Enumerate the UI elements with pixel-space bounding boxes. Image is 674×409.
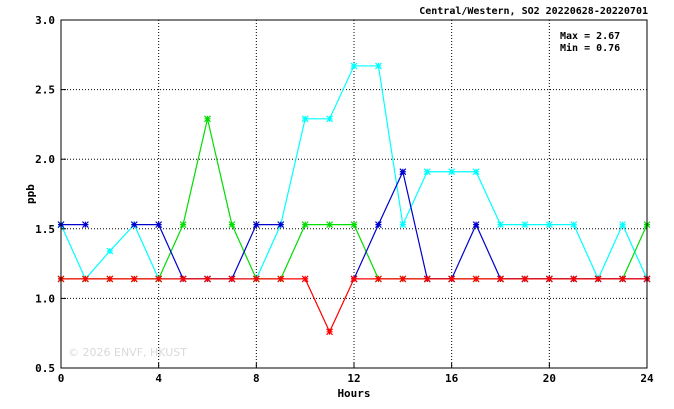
data-point	[277, 221, 285, 229]
data-point	[619, 221, 627, 229]
grid-lines	[61, 20, 647, 368]
data-point	[472, 168, 480, 176]
data-point	[81, 221, 89, 229]
data-point	[106, 275, 114, 283]
data-point	[374, 62, 382, 70]
data-point	[448, 168, 456, 176]
data-point	[228, 221, 236, 229]
data-point	[81, 275, 89, 283]
data-point	[472, 275, 480, 283]
data-point	[130, 275, 138, 283]
data-point	[204, 115, 211, 123]
data-point	[204, 275, 211, 283]
data-point	[301, 115, 309, 123]
x-tick-label: 20	[543, 372, 556, 385]
data-point	[497, 221, 504, 229]
data-point	[423, 168, 431, 176]
data-point	[497, 275, 504, 283]
data-point	[399, 221, 407, 229]
data-point	[399, 275, 407, 283]
data-point	[570, 275, 578, 283]
data-point	[301, 275, 309, 283]
max-label: Max = 2.67	[560, 31, 620, 42]
y-axis-label: ppb	[24, 184, 37, 204]
data-point	[326, 115, 334, 123]
data-point	[277, 275, 285, 283]
data-point	[326, 221, 334, 229]
data-point	[448, 275, 456, 283]
data-point	[155, 221, 163, 229]
watermark: © 2026 ENVF, HKUST	[68, 346, 187, 359]
data-point	[155, 275, 163, 283]
data-point	[423, 275, 431, 283]
data-point	[350, 275, 358, 283]
y-tick-label: 0.5	[35, 362, 55, 375]
x-tick-label: 8	[253, 372, 260, 385]
data-point	[472, 221, 480, 229]
x-tick-label: 16	[445, 372, 459, 385]
data-point	[179, 221, 187, 229]
data-point	[399, 168, 407, 176]
data-point	[570, 221, 578, 229]
x-tick-label: 4	[155, 372, 162, 385]
data-point	[350, 62, 358, 70]
y-tick-label: 3.0	[35, 14, 55, 27]
data-point	[374, 221, 382, 229]
axis-ticks: 0 4 8 12 16 20 24 0.5 1.0 1.5 2.0 2.5 3.0	[35, 14, 654, 385]
x-axis-label: Hours	[337, 387, 370, 400]
data-point	[106, 247, 114, 255]
data-point	[326, 328, 334, 336]
data-point	[301, 221, 309, 229]
min-label: Min = 0.76	[560, 42, 620, 54]
data-point	[619, 275, 627, 283]
x-tick-label: 12	[347, 372, 360, 385]
data-point	[228, 275, 236, 283]
data-point	[521, 221, 529, 229]
data-point	[374, 275, 382, 283]
y-tick-label: 1.0	[35, 292, 55, 305]
chart-title: Central/Western, SO2 20220628-20220701	[419, 6, 648, 17]
data-point	[252, 275, 260, 283]
y-tick-label: 2.5	[35, 84, 55, 97]
x-tick-label: 24	[640, 372, 654, 385]
data-point	[252, 221, 260, 229]
series-group	[57, 62, 651, 336]
data-point	[545, 275, 553, 283]
data-point	[350, 221, 358, 229]
data-point	[545, 221, 553, 229]
data-point	[521, 275, 529, 283]
y-tick-label: 1.5	[35, 223, 55, 236]
y-tick-label: 2.0	[35, 153, 55, 166]
x-tick-label: 0	[58, 372, 65, 385]
data-point	[130, 221, 138, 229]
data-point	[179, 275, 187, 283]
data-point	[594, 275, 602, 283]
